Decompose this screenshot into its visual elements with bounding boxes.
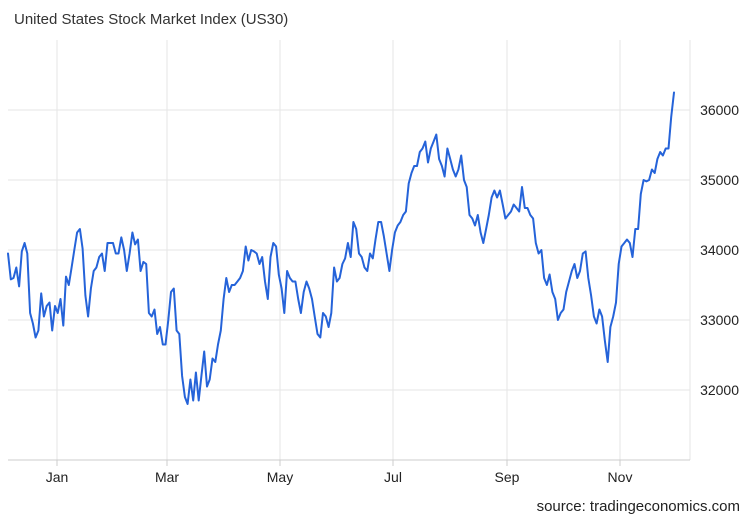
- label-layer: 32000 33000 34000 35000 36000 Jan Mar May Jul Sep…: [46, 102, 739, 485]
- x-tick-label: Nov: [608, 469, 633, 485]
- x-tick-label: May: [267, 469, 293, 485]
- series-line: [7, 91, 675, 405]
- x-tick-label: Sep: [495, 469, 520, 485]
- series-layer: [7, 91, 675, 405]
- x-tick-label: Jul: [384, 469, 402, 485]
- y-tick-label: 33000: [700, 312, 739, 328]
- y-tick-label: 36000: [700, 102, 739, 118]
- y-tick-label: 34000: [700, 242, 739, 258]
- y-tick-label: 32000: [700, 382, 739, 398]
- source-label: source: tradingeconomics.com: [536, 498, 740, 515]
- x-tick-label: Mar: [155, 469, 179, 485]
- chart-title: United States Stock Market Index (US30): [14, 11, 289, 28]
- x-tick-label: Jan: [46, 469, 69, 485]
- axis-layer: [8, 40, 691, 466]
- y-tick-label: 35000: [700, 172, 739, 188]
